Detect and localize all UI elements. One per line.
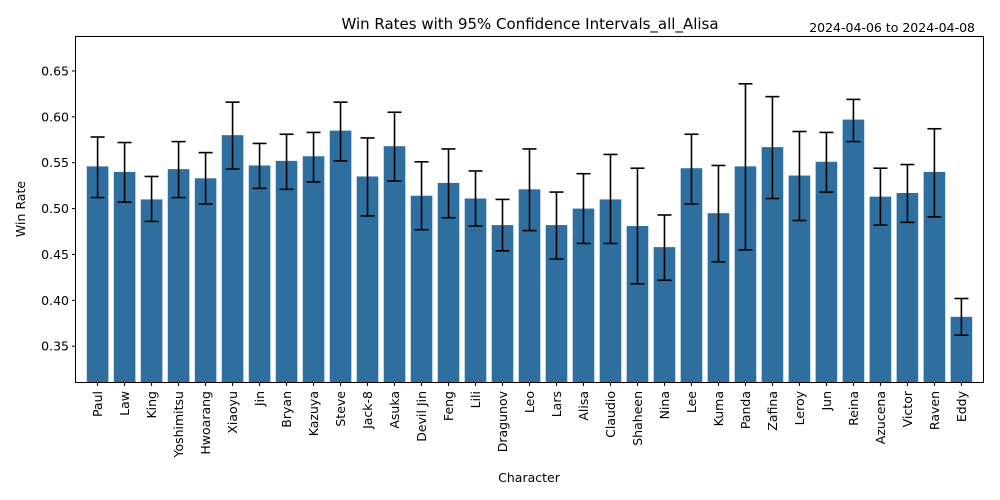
bar bbox=[140, 199, 163, 382]
bar bbox=[302, 156, 325, 382]
bar bbox=[950, 316, 973, 382]
plot-area: Paul Law King Yoshimitsu Hwoarang Xiaoyu Jin Br… bbox=[41, 63, 973, 459]
y-tick-label: 0.40 bbox=[41, 293, 69, 308]
x-tick-label: Claudio bbox=[603, 391, 618, 438]
y-tick-label: 0.35 bbox=[41, 339, 69, 354]
x-tick-label: Leo bbox=[522, 391, 537, 413]
bar bbox=[572, 208, 595, 382]
x-tick-label: Lars bbox=[549, 391, 564, 417]
y-tick-label: 0.60 bbox=[41, 109, 69, 124]
x-tick-label: Jack-8 bbox=[360, 391, 375, 430]
x-tick-label: Feng bbox=[441, 391, 456, 421]
x-tick-label: Azucena bbox=[873, 391, 888, 444]
bar bbox=[896, 192, 919, 382]
bar bbox=[788, 175, 811, 382]
x-tick-label: Leroy bbox=[792, 390, 807, 425]
y-tick-label: 0.45 bbox=[41, 247, 69, 262]
bar bbox=[86, 166, 109, 382]
chart-title: Win Rates with 95% Confidence Intervals_… bbox=[341, 15, 718, 34]
x-tick-label: Paul bbox=[90, 391, 105, 417]
bar bbox=[248, 165, 271, 382]
bar bbox=[545, 225, 568, 382]
x-tick-label: Devil Jin bbox=[414, 391, 429, 442]
bar bbox=[410, 195, 433, 382]
x-tick-label: Asuka bbox=[387, 391, 402, 429]
x-tick-label: Hwoarang bbox=[198, 391, 213, 455]
y-tick-label: 0.55 bbox=[41, 155, 69, 170]
x-tick-label: Shaheen bbox=[630, 391, 645, 446]
bar bbox=[464, 198, 487, 382]
bar bbox=[113, 171, 136, 382]
bar bbox=[707, 213, 730, 382]
x-tick-label: Bryan bbox=[279, 391, 294, 428]
x-tick-label: Nina bbox=[657, 391, 672, 419]
bar bbox=[167, 169, 190, 382]
y-tick-label: 0.65 bbox=[41, 63, 69, 78]
bar bbox=[599, 199, 622, 382]
bar bbox=[842, 119, 865, 383]
bar bbox=[194, 178, 217, 382]
x-tick-label: Law bbox=[117, 391, 132, 416]
bar bbox=[923, 171, 946, 382]
x-tick-label: Reina bbox=[846, 391, 861, 426]
x-tick-label: Yoshimitsu bbox=[171, 391, 186, 459]
plot-frame bbox=[75, 36, 984, 383]
x-tick-label: Victor bbox=[900, 390, 915, 427]
x-tick-label: Kuma bbox=[711, 391, 726, 426]
x-tick-label: Eddy bbox=[954, 390, 969, 422]
bar bbox=[815, 161, 838, 382]
bar bbox=[734, 166, 757, 382]
x-tick-label: Panda bbox=[738, 391, 753, 429]
bar bbox=[626, 226, 649, 382]
bar bbox=[869, 196, 892, 382]
x-tick-label: Xiaoyu bbox=[225, 391, 240, 434]
bar bbox=[680, 168, 703, 382]
x-tick-label: Kazuya bbox=[306, 391, 321, 436]
y-tick-label: 0.50 bbox=[41, 201, 69, 216]
bar bbox=[518, 189, 541, 382]
bar bbox=[437, 182, 460, 382]
bar bbox=[761, 147, 784, 382]
x-tick-label: Lili bbox=[468, 391, 483, 408]
date-range-label: 2024-04-06 to 2024-04-08 bbox=[809, 20, 975, 35]
x-tick-label: Zafina bbox=[765, 391, 780, 431]
x-tick-label: Dragunov bbox=[495, 390, 510, 452]
bar bbox=[221, 135, 244, 382]
bar bbox=[383, 146, 406, 382]
bar bbox=[329, 130, 352, 382]
x-tick-label: Raven bbox=[927, 391, 942, 430]
x-tick-label: Alisa bbox=[576, 391, 591, 421]
bar bbox=[275, 160, 298, 382]
y-axis-label: Win Rate bbox=[13, 181, 28, 237]
x-axis-label: Character bbox=[498, 470, 561, 485]
bar bbox=[356, 176, 379, 382]
x-tick-label: Jin bbox=[252, 391, 267, 407]
x-tick-label: Jun bbox=[819, 391, 834, 412]
x-tick-label: Steve bbox=[333, 391, 348, 427]
bar bbox=[491, 225, 514, 382]
x-tick-label: Lee bbox=[684, 391, 699, 413]
x-tick-label: King bbox=[144, 391, 159, 419]
